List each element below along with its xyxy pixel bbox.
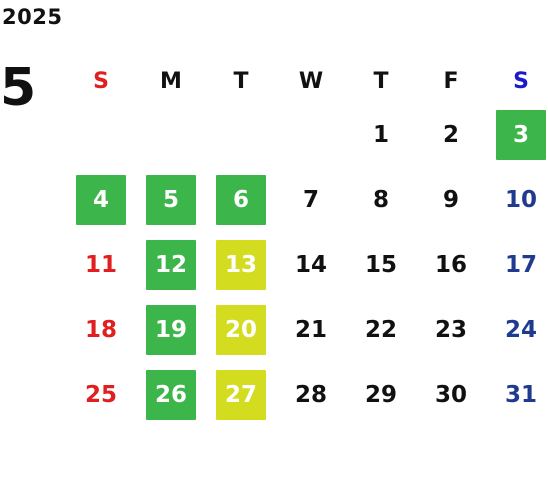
day-cell[interactable]: 8: [372, 186, 389, 213]
calendar-grid: S M T W T F S 1 2 3 4 5 6 7 8 9 10 11 12…: [66, 60, 548, 427]
day-cell[interactable]: 28: [294, 381, 327, 408]
day-cell[interactable]: 30: [434, 381, 467, 408]
day-cell[interactable]: 5: [136, 167, 206, 232]
month-label: 5: [0, 58, 37, 118]
day-cell[interactable]: 18: [84, 316, 117, 343]
day-cell[interactable]: 9: [442, 186, 459, 213]
day-cell[interactable]: 3: [486, 102, 548, 167]
weekday-mon: M: [160, 68, 182, 94]
year-label: 2025: [2, 5, 63, 29]
weekday-fri: F: [443, 68, 459, 94]
day-cell[interactable]: 29: [364, 381, 397, 408]
weekday-wed: W: [298, 68, 324, 94]
day-cell[interactable]: 25: [84, 381, 117, 408]
day-cell[interactable]: 4: [66, 167, 136, 232]
day-cell: [66, 102, 136, 167]
weekday-sat: S: [513, 68, 529, 94]
day-cell[interactable]: 11: [84, 251, 117, 278]
day-cell[interactable]: 21: [294, 316, 327, 343]
day-cell[interactable]: 31: [504, 381, 537, 408]
weekday-thu: T: [373, 68, 389, 94]
day-cell[interactable]: 10: [504, 186, 537, 213]
day-cell[interactable]: 2: [442, 121, 459, 148]
day-cell[interactable]: 24: [504, 316, 537, 343]
day-cell: [136, 102, 206, 167]
weekday-tue: T: [233, 68, 249, 94]
day-cell: [276, 102, 346, 167]
day-cell: [206, 102, 276, 167]
day-cell[interactable]: 20: [206, 297, 276, 362]
day-cell[interactable]: 13: [206, 232, 276, 297]
day-cell[interactable]: 16: [434, 251, 467, 278]
day-cell[interactable]: 6: [206, 167, 276, 232]
weekday-sun: S: [93, 68, 109, 94]
day-cell[interactable]: 27: [206, 362, 276, 427]
day-cell[interactable]: 15: [364, 251, 397, 278]
day-cell[interactable]: 26: [136, 362, 206, 427]
day-cell[interactable]: 19: [136, 297, 206, 362]
day-cell[interactable]: 17: [504, 251, 537, 278]
day-cell[interactable]: 14: [294, 251, 327, 278]
day-cell[interactable]: 22: [364, 316, 397, 343]
day-cell[interactable]: 12: [136, 232, 206, 297]
day-cell[interactable]: 23: [434, 316, 467, 343]
day-cell[interactable]: 1: [372, 121, 389, 148]
day-cell[interactable]: 7: [302, 186, 319, 213]
